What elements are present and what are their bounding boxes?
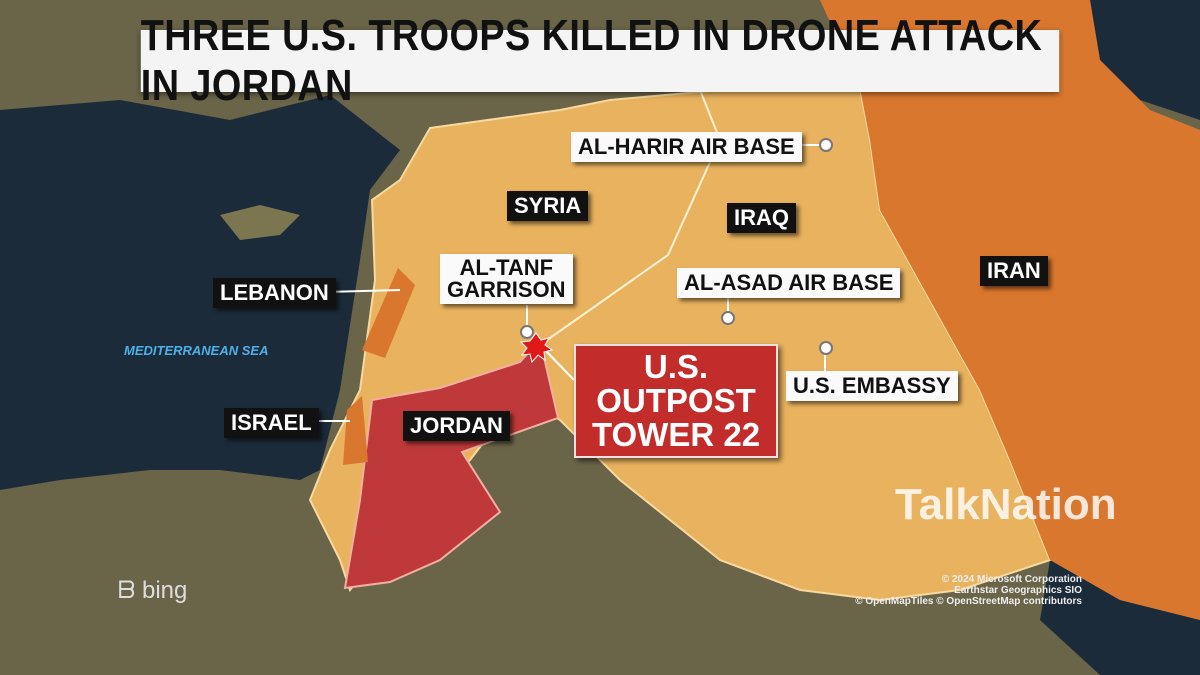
label-al-harir: AL-HARIR AIR BASE	[571, 132, 802, 162]
label-al-tanf: AL-TANF GARRISON	[440, 254, 573, 304]
attack-site-line1: U.S. OUTPOST	[596, 348, 756, 419]
iran	[820, 0, 1200, 620]
al-asad-marker[interactable]	[721, 311, 735, 325]
explosion-icon[interactable]	[519, 332, 554, 364]
jordan	[343, 337, 560, 590]
label-al-tanf-line1: AL-TANF	[459, 255, 554, 280]
label-mediterranean-sea: MEDITERRANEAN SEA	[124, 343, 269, 358]
bing-logo: ᗷ bing	[118, 577, 188, 604]
label-al-asad: AL-ASAD AIR BASE	[677, 268, 901, 298]
al-harir-marker[interactable]	[819, 138, 833, 152]
copyright: © 2024 Microsoft Corporation Earthstar G…	[832, 574, 1082, 607]
label-jordan: JORDAN	[403, 411, 510, 441]
bing-icon: ᗷ	[118, 577, 142, 604]
syria-iraq-border	[539, 89, 722, 346]
label-syria: SYRIA	[507, 191, 589, 221]
label-iran: IRAN	[980, 256, 1048, 286]
label-lebanon: LEBANON	[213, 278, 336, 308]
mediterranean-sea	[0, 95, 400, 490]
embassy-marker[interactable]	[819, 341, 833, 355]
lebanon	[362, 268, 415, 358]
copyright-line: Earthstar Geographics SIO	[954, 585, 1082, 596]
watermark: TalkNation	[895, 480, 1117, 529]
persian-gulf	[1040, 560, 1200, 675]
copyright-line: © OpenMapTiles © OpenStreetMap contribut…	[855, 596, 1082, 607]
label-al-tanf-line2: GARRISON	[447, 277, 566, 302]
label-iraq: IRAQ	[727, 203, 796, 233]
attack-site-label: U.S. OUTPOST TOWER 22	[574, 344, 778, 458]
al-tanf-marker[interactable]	[520, 325, 534, 339]
headline: THREE U.S. TROOPS KILLED IN DRONE ATTACK…	[140, 11, 1060, 110]
caspian-sea	[1090, 0, 1200, 120]
label-israel: ISRAEL	[224, 408, 319, 438]
copyright-line: © 2024 Microsoft Corporation	[941, 574, 1082, 585]
israel	[343, 396, 368, 465]
attack-site-line2: TOWER 22	[591, 416, 761, 453]
cyprus	[220, 205, 300, 240]
label-us-embassy: U.S. EMBASSY	[786, 371, 958, 401]
